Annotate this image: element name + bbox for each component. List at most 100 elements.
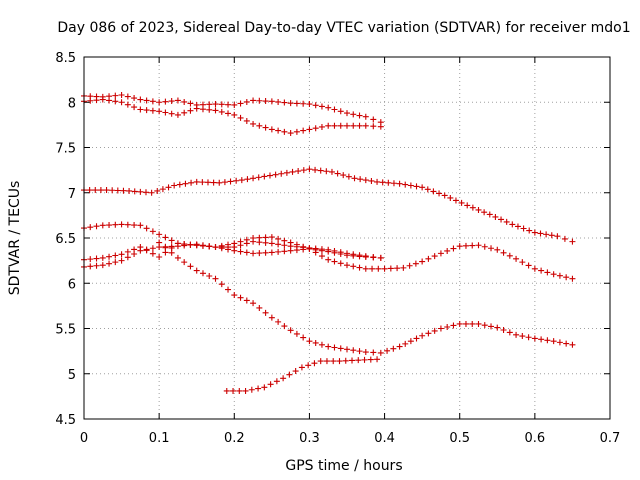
data-point: [231, 244, 238, 251]
data-point: [218, 101, 225, 108]
data-point: [93, 97, 100, 104]
data-point: [331, 344, 338, 351]
data-point: [356, 252, 363, 259]
data-point: [430, 188, 437, 195]
data-point: [481, 243, 488, 250]
data-point: [350, 347, 357, 354]
data-point: [250, 250, 257, 257]
data-point: [124, 221, 131, 228]
data-point: [193, 105, 200, 112]
data-point: [109, 187, 116, 194]
data-point: [293, 243, 300, 250]
data-point: [289, 168, 296, 175]
data-point: [156, 239, 163, 246]
data-point: [248, 386, 255, 393]
y-ticks: 4.5 5 5.5 6 6.5 7 7.5 8 8.5: [55, 51, 610, 428]
data-point: [447, 194, 454, 201]
data-point: [384, 347, 391, 354]
data-point: [181, 241, 188, 248]
data-point: [437, 250, 444, 257]
data-point: [275, 241, 282, 248]
data-point: [469, 242, 476, 249]
data-point: [272, 171, 279, 178]
data-point: [514, 223, 521, 230]
series-track-c: [81, 166, 576, 245]
data-points: [81, 92, 576, 394]
data-point: [345, 173, 352, 180]
data-point: [87, 263, 94, 270]
data-point: [143, 97, 150, 104]
data-point: [481, 209, 488, 216]
data-point: [569, 275, 576, 282]
data-point: [281, 128, 288, 135]
data-point: [390, 180, 397, 187]
data-point: [550, 271, 557, 278]
data-point: [206, 101, 213, 108]
data-point: [149, 250, 156, 257]
data-point: [419, 332, 426, 339]
data-point: [458, 199, 465, 206]
data-point: [218, 108, 225, 115]
data-point: [262, 98, 269, 105]
data-point: [137, 222, 144, 229]
data-point: [337, 108, 344, 115]
data-point: [268, 126, 275, 133]
data-point: [306, 338, 313, 345]
data-point: [218, 281, 225, 288]
data-point: [323, 168, 330, 175]
data-point: [168, 98, 175, 105]
data-point: [148, 189, 155, 196]
data-point: [124, 93, 131, 100]
data-point: [431, 253, 438, 260]
data-point: [548, 232, 555, 239]
data-point: [97, 187, 104, 194]
data-point: [181, 109, 188, 116]
data-point: [424, 186, 431, 193]
data-point: [492, 213, 499, 220]
data-point: [556, 339, 563, 346]
data-point: [325, 246, 332, 253]
x-ticks: 0 0.1 0.2 0.3 0.4 0.5 0.6 0.7: [80, 57, 620, 446]
data-point: [370, 349, 377, 356]
data-point: [281, 323, 288, 330]
data-point: [318, 341, 325, 348]
data-point: [481, 322, 488, 329]
data-point: [99, 254, 106, 261]
y-tick-label: 4.5: [55, 413, 76, 428]
data-point: [519, 259, 526, 266]
data-point: [336, 358, 343, 365]
data-point: [131, 188, 138, 195]
data-point: [312, 166, 319, 173]
data-point: [165, 184, 172, 191]
data-point: [268, 249, 275, 256]
x-tick-label: 0.2: [224, 431, 245, 446]
data-point: [469, 320, 476, 327]
data-point: [298, 364, 305, 371]
data-point: [87, 224, 94, 231]
data-point: [370, 254, 377, 261]
data-point: [337, 122, 344, 129]
data-point: [204, 179, 211, 186]
data-point: [106, 253, 113, 260]
data-point: [256, 97, 263, 104]
data-point: [362, 177, 369, 184]
data-point: [188, 179, 195, 186]
data-point: [275, 98, 282, 105]
data-point: [156, 108, 163, 115]
data-point: [149, 228, 156, 235]
data-point: [368, 177, 375, 184]
data-point: [374, 356, 381, 363]
data-point: [187, 241, 194, 248]
data-point: [355, 357, 362, 364]
data-point: [407, 182, 414, 189]
data-point: [340, 172, 347, 179]
data-point: [120, 187, 127, 194]
data-point: [325, 104, 332, 111]
data-point: [450, 245, 457, 252]
data-point: [367, 356, 374, 363]
y-tick-label: 6: [68, 277, 76, 292]
data-point: [306, 101, 313, 108]
data-point: [142, 189, 149, 196]
data-point: [394, 265, 401, 272]
